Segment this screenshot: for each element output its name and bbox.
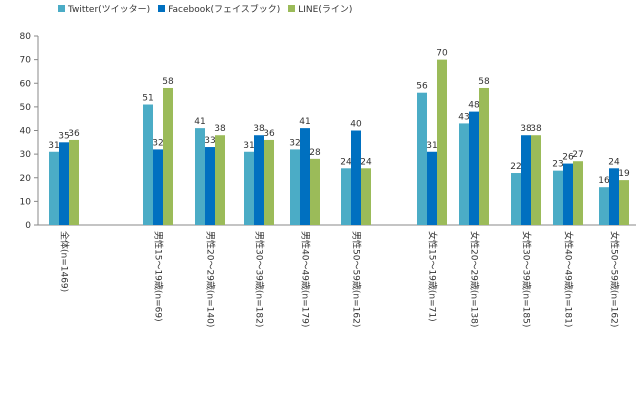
- data-label: 33: [204, 136, 215, 146]
- data-label: 43: [458, 112, 469, 122]
- bar: [300, 128, 310, 225]
- x-tick-label: 女性20～29歳(n=138): [469, 231, 481, 327]
- data-label: 36: [68, 129, 80, 139]
- y-tick-label: 40: [20, 127, 32, 137]
- bar: [599, 187, 609, 225]
- data-label: 58: [162, 77, 174, 87]
- x-tick-label: 全体(n=1469): [59, 231, 71, 292]
- data-label: 36: [263, 129, 275, 139]
- bar: [351, 130, 361, 225]
- x-tick-label: 男性15～19歳(n=69): [153, 231, 165, 322]
- y-tick-label: 60: [20, 79, 32, 89]
- x-tick-label: 男性20～29歳(n=140): [205, 231, 217, 327]
- bar: [469, 111, 479, 225]
- bar: [143, 104, 153, 225]
- data-label: 41: [194, 117, 205, 127]
- x-tick-label: 男性40～49歳(n=179): [300, 231, 312, 327]
- y-tick-label: 30: [20, 150, 32, 160]
- data-label: 48: [468, 101, 480, 111]
- data-label: 38: [214, 124, 226, 134]
- bar: [195, 128, 205, 225]
- bar: [341, 168, 351, 225]
- bar: [59, 142, 69, 225]
- bar: [427, 151, 437, 225]
- chart-legend: Twitter(ツイッター) Facebook(フェイスブック) LINE(ライ…: [58, 2, 352, 15]
- bar: [244, 151, 254, 225]
- x-tick-label: 男性50～59歳(n=162): [351, 231, 363, 327]
- bar: [69, 139, 79, 225]
- legend-swatch-line: [288, 5, 296, 12]
- bar: [563, 163, 573, 225]
- data-label: 40: [350, 120, 362, 130]
- bar: [254, 135, 264, 225]
- legend-label-line: LINE(ライン): [298, 5, 353, 15]
- legend-item-facebook: Facebook(フェイスブック): [158, 2, 280, 15]
- data-label: 22: [510, 162, 521, 172]
- data-label: 24: [608, 157, 620, 167]
- data-label: 58: [478, 77, 490, 87]
- bar: [264, 139, 274, 225]
- legend-swatch-twitter: [58, 5, 65, 12]
- data-label: 31: [243, 141, 254, 151]
- data-label: 31: [48, 141, 59, 151]
- data-label: 38: [253, 124, 265, 134]
- data-label: 70: [436, 49, 448, 59]
- y-tick-label: 10: [20, 197, 32, 207]
- bar: [310, 158, 320, 225]
- y-tick-label: 80: [20, 32, 32, 42]
- x-tick-label: 男性30～39歳(n=182): [254, 231, 266, 327]
- bar: [553, 170, 563, 225]
- data-label: 23: [552, 160, 563, 170]
- x-tick-label: 女性15～19歳(n=71): [427, 231, 439, 322]
- y-tick-label: 50: [20, 103, 32, 113]
- bar: [511, 173, 521, 225]
- bar: [361, 168, 371, 225]
- data-label: 32: [289, 138, 300, 148]
- bar: [215, 135, 225, 225]
- data-label: 35: [58, 131, 69, 141]
- legend-item-twitter: Twitter(ツイッター): [58, 2, 150, 15]
- bar: [153, 149, 163, 225]
- data-label: 38: [520, 124, 532, 134]
- bar: [609, 168, 619, 225]
- bar: [531, 135, 541, 225]
- legend-item-line: LINE(ライン): [288, 2, 352, 15]
- y-tick-label: 70: [20, 56, 32, 66]
- bar: [521, 135, 531, 225]
- legend-label-facebook: Facebook(フェイスブック): [168, 5, 281, 15]
- data-label: 16: [598, 176, 610, 186]
- data-label: 24: [360, 157, 372, 167]
- data-label: 32: [152, 138, 163, 148]
- data-label: 51: [142, 94, 153, 104]
- data-label: 38: [530, 124, 542, 134]
- bar: [290, 149, 300, 225]
- data-label: 24: [340, 157, 352, 167]
- bar: [49, 151, 59, 225]
- bar: [619, 180, 629, 225]
- bar: [163, 87, 173, 225]
- data-label: 26: [562, 153, 574, 163]
- x-tick-label: 女性50～59歳(n=162): [609, 231, 621, 327]
- bar: [205, 147, 215, 225]
- data-label: 28: [309, 148, 321, 158]
- bar: [479, 87, 489, 225]
- x-tick-label: 女性30～39歳(n=185): [521, 231, 533, 327]
- bar: [417, 92, 427, 225]
- bar: [459, 123, 469, 225]
- y-tick-label: 0: [25, 221, 31, 231]
- data-label: 56: [416, 82, 428, 92]
- bar: [437, 59, 447, 225]
- bar: [573, 161, 583, 225]
- data-label: 27: [572, 150, 583, 160]
- x-tick-label: 女性40～49歳(n=181): [563, 231, 575, 327]
- legend-swatch-facebook: [158, 5, 166, 12]
- y-tick-label: 20: [20, 174, 32, 184]
- data-label: 41: [299, 117, 310, 127]
- legend-label-twitter: Twitter(ツイッター): [68, 5, 151, 15]
- data-label: 31: [426, 141, 437, 151]
- data-label: 19: [618, 169, 630, 179]
